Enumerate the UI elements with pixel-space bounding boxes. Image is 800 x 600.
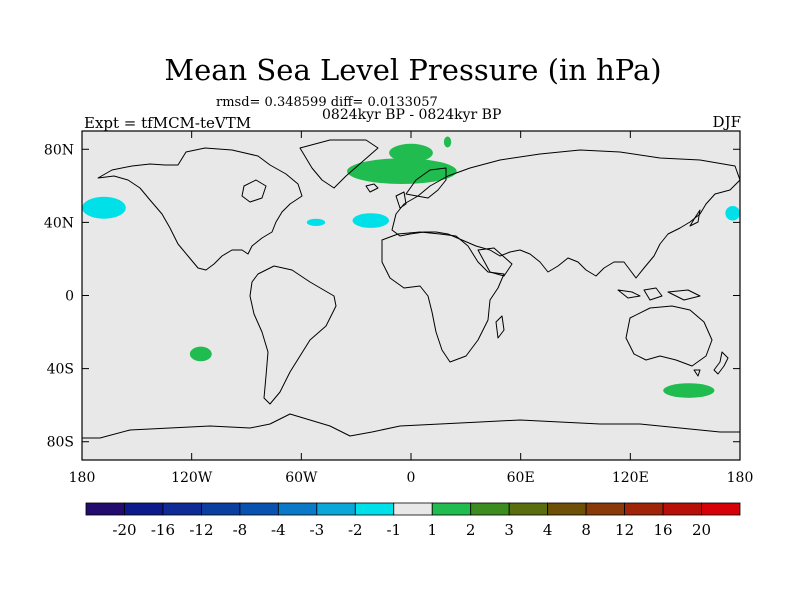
colorbar-label: 20 bbox=[692, 521, 711, 539]
colorbar-swatch bbox=[508, 502, 549, 516]
colorbar-swatch bbox=[354, 502, 395, 516]
coastline-japan bbox=[689, 209, 701, 227]
colorbar-swatch bbox=[277, 502, 318, 516]
coastline-scandinavia bbox=[405, 167, 447, 199]
colorbar-label: 4 bbox=[543, 521, 553, 539]
colorbar-swatch bbox=[662, 502, 702, 516]
x-tick-label: 180 bbox=[69, 470, 96, 486]
colorbar-swatch bbox=[431, 502, 472, 516]
colorbar-label: -20 bbox=[112, 521, 136, 539]
coastline-arabia bbox=[477, 247, 513, 277]
coastline-south-america bbox=[249, 265, 337, 405]
x-tick-label: 120E bbox=[612, 470, 649, 486]
anomaly-nordic-seas-high bbox=[389, 143, 433, 163]
anomaly-east-atlantic-low bbox=[352, 213, 390, 228]
y-tick-label: 0 bbox=[65, 289, 74, 305]
colorbar-label: -16 bbox=[151, 521, 175, 539]
coastlines bbox=[82, 139, 740, 439]
coastline-eurasia bbox=[391, 149, 740, 279]
map-axes: 180 120W 60W 0 60E 120E 180 80N 40N 0 40S 80S bbox=[44, 131, 753, 486]
colorbar: -20 -16 -12 -8 -4 -3 -2 -1 1 2 3 4 8 12 16 20 bbox=[85, 502, 741, 539]
coastline-hudson-bay bbox=[241, 179, 267, 203]
x-tick-label: 120W bbox=[171, 470, 213, 486]
colorbar-swatch bbox=[470, 502, 510, 516]
colorbar-swatch bbox=[547, 502, 587, 516]
y-tick-label: 80N bbox=[44, 142, 74, 158]
x-tick-label: 60W bbox=[285, 470, 318, 486]
anomaly-south-pacific-high bbox=[189, 346, 212, 362]
map-background bbox=[82, 131, 740, 460]
colorbar-label: -1 bbox=[386, 521, 401, 539]
x-tick-label: 180 bbox=[727, 470, 754, 486]
y-tick-label: 80S bbox=[47, 435, 74, 451]
colorbar-swatch bbox=[701, 502, 741, 516]
colorbar-swatch bbox=[316, 502, 356, 516]
coastline-australia bbox=[625, 305, 713, 367]
anomaly-north-pacific-low-west bbox=[82, 196, 126, 219]
coastline-iceland bbox=[365, 183, 379, 193]
season-label: DJF bbox=[712, 113, 741, 131]
colorbar-swatch bbox=[585, 502, 625, 516]
coastline-madagascar bbox=[495, 315, 505, 339]
anomaly-mid-atlantic-low bbox=[306, 218, 326, 227]
colorbar-label: -3 bbox=[310, 521, 325, 539]
coastline-antarctica bbox=[82, 413, 740, 439]
colorbar-swatch bbox=[239, 502, 279, 516]
coastline-new-zealand bbox=[713, 351, 729, 375]
coastline-north-america bbox=[97, 147, 303, 271]
colorbar-label: 16 bbox=[654, 521, 673, 539]
x-tick-label: 0 bbox=[407, 470, 416, 486]
colorbar-label: -12 bbox=[189, 521, 213, 539]
coastline-indonesia bbox=[617, 287, 701, 301]
colorbar-swatch bbox=[162, 502, 202, 516]
coastline-britain bbox=[395, 191, 407, 209]
anomaly-north-atlantic-high bbox=[347, 158, 457, 185]
colorbar-swatch bbox=[85, 502, 125, 516]
chart-title: Mean Sea Level Pressure (in hPa) bbox=[164, 53, 662, 87]
anomaly-layer bbox=[82, 136, 740, 398]
colorbar-label: -2 bbox=[348, 521, 363, 539]
y-tick-label: 40N bbox=[44, 215, 74, 231]
colorbar-swatch bbox=[124, 502, 164, 516]
stats-line: rmsd= 0.348599 diff= 0.0133057 bbox=[216, 95, 438, 110]
anomaly-southern-ocean-high bbox=[663, 383, 715, 398]
coastline-greenland bbox=[299, 139, 379, 189]
experiment-label: Expt = tfMCM-teVTM bbox=[84, 114, 252, 132]
anomaly-north-pacific-low-east bbox=[725, 205, 740, 221]
colorbar-label: 12 bbox=[615, 521, 634, 539]
anomaly-svalbard-high bbox=[443, 136, 452, 148]
coastline-africa bbox=[381, 231, 505, 363]
colorbar-label: 8 bbox=[581, 521, 591, 539]
colorbar-label: -4 bbox=[271, 521, 286, 539]
colorbar-label: 2 bbox=[466, 521, 476, 539]
colorbar-label: -8 bbox=[233, 521, 248, 539]
coastline-tasmania bbox=[693, 369, 701, 377]
period-line: 0824kyr BP - 0824kyr BP bbox=[322, 107, 502, 123]
colorbar-label: 1 bbox=[427, 521, 437, 539]
colorbar-swatch bbox=[201, 502, 241, 516]
x-tick-label: 60E bbox=[507, 470, 535, 486]
colorbar-swatch bbox=[393, 502, 433, 516]
colorbar-swatch bbox=[624, 502, 664, 516]
y-tick-label: 40S bbox=[47, 362, 74, 378]
colorbar-label: 3 bbox=[504, 521, 514, 539]
